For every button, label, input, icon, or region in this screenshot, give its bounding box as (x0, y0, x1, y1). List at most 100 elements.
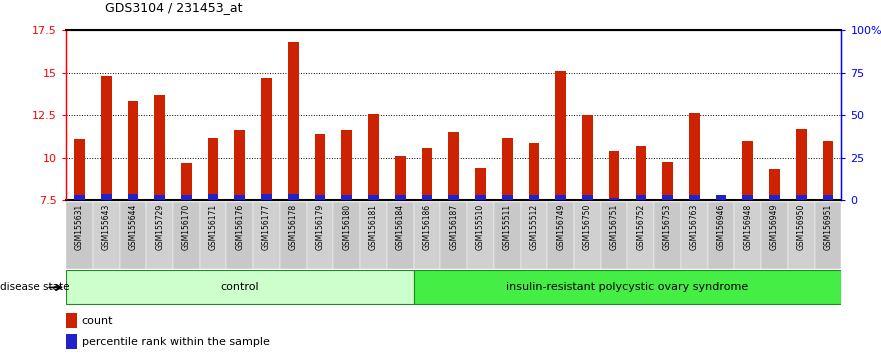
Text: GSM156752: GSM156752 (636, 204, 646, 250)
Text: GSM155510: GSM155510 (476, 204, 485, 250)
Text: count: count (82, 315, 114, 326)
Bar (788, 202, 815, 269)
Bar (689, 195, 700, 200)
Bar (315, 134, 325, 200)
Text: control: control (220, 282, 259, 292)
Text: GDS3104 / 231453_at: GDS3104 / 231453_at (105, 1, 242, 14)
Bar (715, 195, 727, 200)
Bar (521, 202, 547, 269)
Text: GSM156946: GSM156946 (716, 204, 726, 250)
Bar (368, 114, 379, 200)
Text: GSM155729: GSM155729 (155, 204, 164, 250)
Bar (288, 194, 299, 200)
Bar (387, 202, 413, 269)
Bar (154, 195, 165, 200)
Bar (395, 195, 405, 200)
Bar (128, 194, 138, 200)
Bar (66, 313, 77, 328)
Bar (555, 71, 566, 200)
Bar (181, 162, 192, 200)
Bar (100, 76, 112, 200)
Bar (208, 138, 218, 200)
Bar (547, 202, 574, 269)
Bar (635, 147, 646, 200)
Bar (200, 202, 226, 269)
Bar (689, 113, 700, 200)
Text: GSM156177: GSM156177 (262, 204, 271, 250)
Bar (529, 195, 539, 200)
Bar (66, 270, 413, 304)
Bar (208, 194, 218, 200)
Bar (234, 130, 245, 200)
Bar (467, 202, 494, 269)
Bar (796, 195, 807, 200)
Text: GSM156763: GSM156763 (690, 204, 699, 250)
Bar (475, 168, 485, 200)
Bar (502, 195, 513, 200)
Bar (66, 334, 77, 349)
Bar (529, 143, 539, 200)
Text: GSM156750: GSM156750 (583, 204, 592, 250)
Bar (743, 141, 753, 200)
Bar (146, 202, 173, 269)
Bar (342, 195, 352, 200)
Bar (448, 195, 459, 200)
Bar (635, 195, 646, 200)
Bar (627, 202, 655, 269)
Bar (262, 78, 272, 200)
Bar (681, 202, 707, 269)
Bar (360, 202, 387, 269)
Bar (315, 195, 325, 200)
Bar (823, 141, 833, 200)
Text: GSM156176: GSM156176 (235, 204, 244, 250)
Bar (395, 156, 405, 200)
Text: GSM156184: GSM156184 (396, 204, 404, 250)
Bar (743, 195, 753, 200)
Bar (342, 130, 352, 200)
Text: disease state: disease state (0, 282, 70, 292)
Bar (663, 195, 673, 200)
Bar (368, 195, 379, 200)
Bar (609, 151, 619, 200)
Text: GSM156181: GSM156181 (369, 204, 378, 250)
Bar (582, 195, 593, 200)
Bar (74, 139, 85, 200)
Text: GSM156187: GSM156187 (449, 204, 458, 250)
Text: GSM156170: GSM156170 (181, 204, 191, 250)
Bar (494, 202, 521, 269)
Text: GSM156948: GSM156948 (744, 204, 752, 250)
Bar (288, 42, 299, 200)
Bar (154, 95, 165, 200)
Text: insulin-resistant polycystic ovary syndrome: insulin-resistant polycystic ovary syndr… (507, 282, 749, 292)
Bar (707, 202, 735, 269)
Text: GSM156179: GSM156179 (315, 204, 324, 250)
Bar (655, 202, 681, 269)
Bar (815, 202, 841, 269)
Bar (440, 202, 467, 269)
Bar (413, 202, 440, 269)
Text: GSM155643: GSM155643 (101, 204, 111, 250)
Bar (280, 202, 307, 269)
Bar (502, 138, 513, 200)
Bar (582, 115, 593, 200)
Bar (413, 270, 841, 304)
Bar (234, 195, 245, 200)
Bar (262, 194, 272, 200)
Bar (475, 195, 485, 200)
Bar (128, 102, 138, 200)
Text: GSM156751: GSM156751 (610, 204, 618, 250)
Bar (769, 170, 780, 200)
Bar (173, 202, 200, 269)
Bar (823, 195, 833, 200)
Bar (120, 202, 146, 269)
Bar (574, 202, 601, 269)
Bar (226, 202, 253, 269)
Bar (253, 202, 280, 269)
Bar (609, 198, 619, 200)
Text: GSM156950: GSM156950 (796, 204, 806, 250)
Bar (601, 202, 627, 269)
Bar (307, 202, 333, 269)
Text: GSM156180: GSM156180 (343, 204, 352, 250)
Text: GSM156949: GSM156949 (770, 204, 779, 250)
Bar (422, 148, 433, 200)
